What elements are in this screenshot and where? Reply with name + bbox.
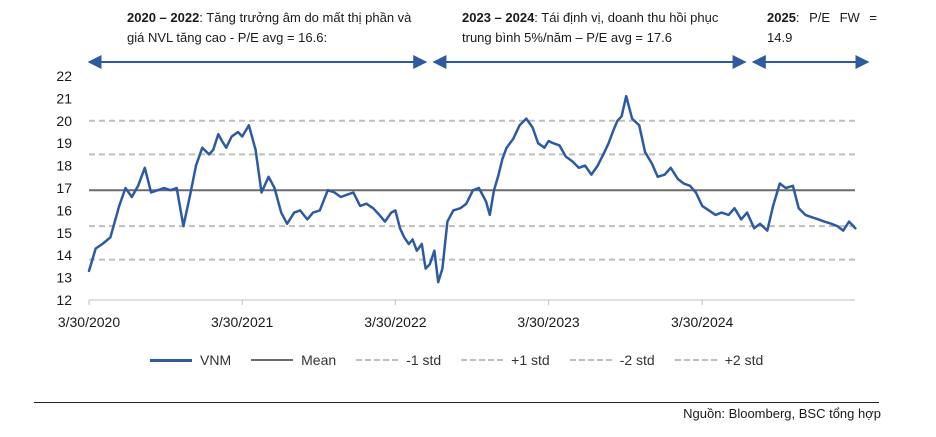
legend-swatch-minus1std — [356, 359, 399, 361]
legend-swatch-plus1std — [461, 359, 504, 361]
legend-label-mean: Mean — [301, 352, 337, 368]
y-tick-label: 12 — [56, 292, 72, 308]
x-tick-label: 3/30/2021 — [211, 314, 273, 330]
y-tick-label: 14 — [56, 247, 72, 263]
x-tick-label: 3/30/2022 — [364, 314, 426, 330]
x-tick-label: 3/30/2024 — [671, 314, 733, 330]
y-tick-label: 17 — [56, 180, 72, 196]
y-tick-label: 22 — [56, 68, 72, 84]
y-tick-label: 13 — [56, 270, 72, 286]
legend-label-plus2std: +2 std — [724, 352, 764, 368]
period-annotation-years: 2020 – 2022 — [127, 10, 200, 25]
legend-item-plus1std: +1 std — [461, 352, 550, 368]
legend-swatch-minus2std — [569, 359, 612, 361]
series-line-vnm — [87, 94, 857, 284]
legend-swatch-mean — [251, 359, 294, 361]
footer-divider — [34, 402, 879, 403]
legend-item-minus2std: -2 std — [569, 352, 655, 368]
y-tick-label: 19 — [56, 135, 72, 151]
y-tick-label: 16 — [56, 202, 72, 218]
chart-legend: VNM Mean -1 std +1 std -2 std +2 std — [150, 352, 783, 368]
legend-item-mean: Mean — [251, 352, 336, 368]
legend-label-minus2std: -2 std — [619, 352, 655, 368]
period-annotation-text: : Tái định vị, doanh thu hồi phục trung … — [462, 10, 719, 45]
period-annotation-years: 2023 – 2024 — [462, 10, 535, 25]
legend-label-vnm: VNM — [200, 352, 232, 368]
legend-item-plus2std: +2 std — [674, 352, 764, 368]
period-annotation-text: : Tăng trưởng âm do mất thị phần và giá … — [127, 10, 412, 45]
source-note: Nguồn: Bloomberg, BSC tổng hợp — [683, 406, 881, 421]
period-annotation-2023-2024: 2023 – 2024: Tái định vị, doanh thu hồi … — [462, 8, 742, 48]
y-tick-label: 21 — [56, 90, 72, 106]
legend-item-minus1std: -1 std — [356, 352, 441, 368]
period-annotation-2020-2022: 2020 – 2022: Tăng trưởng âm do mất thị p… — [127, 8, 427, 48]
y-tick-label: 15 — [56, 225, 72, 241]
x-tick-label: 3/30/2023 — [517, 314, 579, 330]
x-tick-label: 3/30/2020 — [58, 314, 120, 330]
legend-swatch-plus2std — [674, 359, 717, 361]
period-annotation-2025: 2025: P/E FW = 14.9 — [767, 8, 877, 48]
legend-item-vnm: VNM — [150, 352, 231, 368]
legend-label-plus1std: +1 std — [511, 352, 550, 368]
period-annotation-years: 2025 — [767, 10, 796, 25]
period-annotation-text: : P/E FW = 14.9 — [767, 10, 877, 45]
legend-swatch-vnm — [150, 358, 192, 362]
y-tick-label: 20 — [56, 113, 72, 129]
legend-label-minus1std: -1 std — [406, 352, 442, 368]
y-tick-label: 18 — [56, 158, 72, 174]
